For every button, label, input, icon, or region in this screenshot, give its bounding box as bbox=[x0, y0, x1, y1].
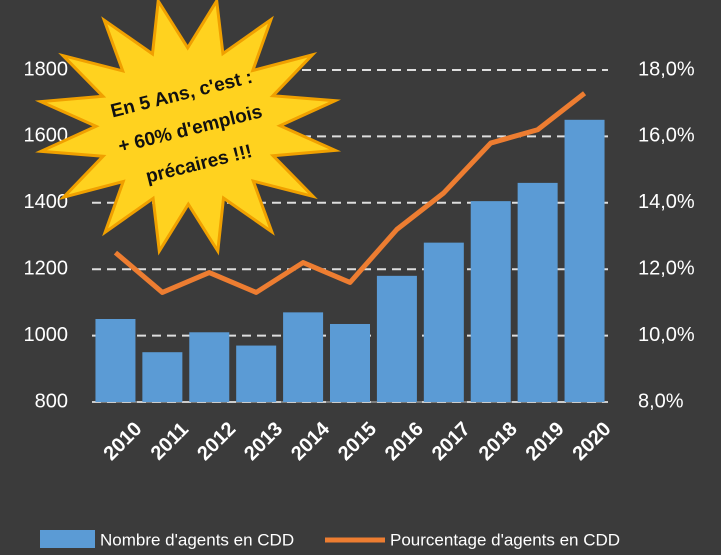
bar bbox=[376, 275, 417, 402]
y2-tick-label: 14,0% bbox=[638, 191, 695, 213]
bar bbox=[95, 319, 136, 402]
bar bbox=[470, 201, 511, 402]
y-tick-label: 800 bbox=[35, 390, 68, 412]
y2-tick-label: 18,0% bbox=[638, 58, 695, 80]
bar bbox=[423, 242, 464, 402]
bar bbox=[142, 352, 183, 402]
bar bbox=[236, 345, 277, 402]
y2-tick-label: 12,0% bbox=[638, 257, 695, 279]
bar bbox=[517, 182, 558, 402]
starburst: En 5 Ans, c'est : + 60% d'emplois précai… bbox=[34, 0, 342, 256]
y-tick-label: 1800 bbox=[24, 58, 69, 80]
bar bbox=[330, 323, 370, 402]
legend-label: Nombre d'agents en CDD bbox=[100, 530, 294, 549]
y2-tick-label: 8,0% bbox=[638, 390, 684, 412]
bar bbox=[189, 332, 230, 402]
legend: Nombre d'agents en CDD Pourcentage d'agen… bbox=[40, 530, 620, 549]
bar bbox=[283, 312, 324, 402]
y-tick-label: 1400 bbox=[24, 191, 69, 213]
line bbox=[113, 91, 587, 295]
bar bbox=[564, 119, 605, 403]
y-tick-label: 1600 bbox=[24, 125, 69, 147]
legend-swatch bbox=[40, 530, 95, 548]
y2-tick-label: 16,0% bbox=[638, 125, 695, 147]
y-tick-label: 1000 bbox=[24, 324, 69, 346]
y-tick-label: 1200 bbox=[24, 257, 69, 279]
legend-label: Pourcentage d'agents en CDD bbox=[390, 530, 620, 549]
starburst-shape bbox=[34, 0, 342, 256]
y2-tick-label: 10,0% bbox=[638, 324, 695, 346]
